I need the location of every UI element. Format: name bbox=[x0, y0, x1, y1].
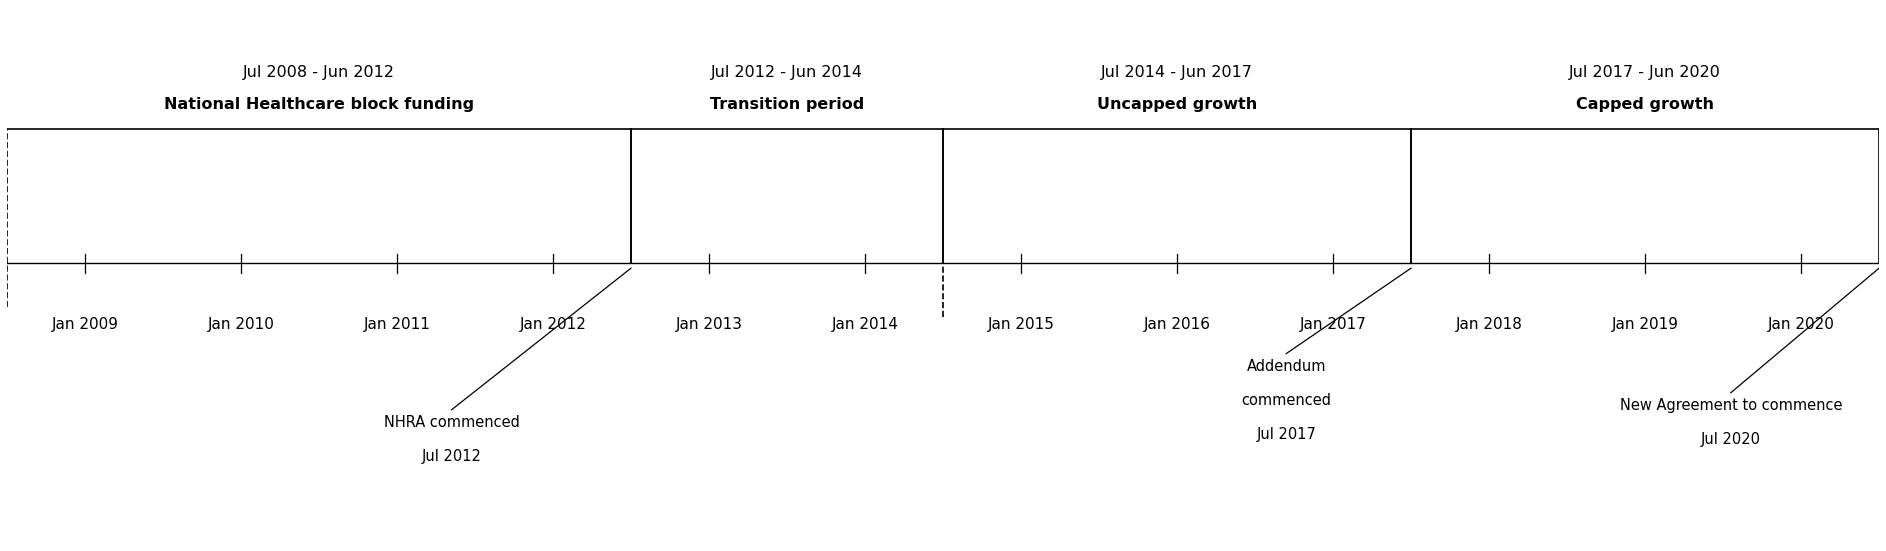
Text: Capped growth: Capped growth bbox=[1577, 97, 1714, 112]
Text: Jul 2020: Jul 2020 bbox=[1701, 432, 1762, 447]
Text: Jan 2013: Jan 2013 bbox=[675, 317, 743, 332]
Text: Jul 2014 - Jun 2017: Jul 2014 - Jun 2017 bbox=[1101, 66, 1252, 80]
Text: Jan 2016: Jan 2016 bbox=[1143, 317, 1211, 332]
Text: Jan 2010: Jan 2010 bbox=[207, 317, 273, 332]
Text: Uncapped growth: Uncapped growth bbox=[1098, 97, 1258, 112]
Text: NHRA commenced: NHRA commenced bbox=[383, 415, 519, 430]
Text: Addendum: Addendum bbox=[1247, 359, 1326, 374]
Text: Jul 2012 - Jun 2014: Jul 2012 - Jun 2014 bbox=[711, 66, 864, 80]
Text: Jan 2009: Jan 2009 bbox=[51, 317, 119, 332]
Text: Transition period: Transition period bbox=[709, 97, 864, 112]
Text: Jul 2017: Jul 2017 bbox=[1256, 427, 1316, 442]
Text: Jul 2012: Jul 2012 bbox=[422, 449, 481, 464]
Text: Jul 2017 - Jun 2020: Jul 2017 - Jun 2020 bbox=[1569, 66, 1722, 80]
Text: Jan 2014: Jan 2014 bbox=[832, 317, 898, 332]
Text: commenced: commenced bbox=[1241, 393, 1332, 408]
Text: Jan 2017: Jan 2017 bbox=[1299, 317, 1367, 332]
Text: National Healthcare block funding: National Healthcare block funding bbox=[164, 97, 473, 112]
Text: Jan 2019: Jan 2019 bbox=[1611, 317, 1679, 332]
Text: Jan 2018: Jan 2018 bbox=[1456, 317, 1522, 332]
Text: Jan 2015: Jan 2015 bbox=[988, 317, 1054, 332]
Text: Jan 2020: Jan 2020 bbox=[1767, 317, 1835, 332]
Text: New Agreement to commence: New Agreement to commence bbox=[1620, 398, 1843, 413]
Text: Jan 2012: Jan 2012 bbox=[519, 317, 587, 332]
Text: Jul 2008 - Jun 2012: Jul 2008 - Jun 2012 bbox=[243, 66, 394, 80]
Text: Jan 2011: Jan 2011 bbox=[364, 317, 430, 332]
